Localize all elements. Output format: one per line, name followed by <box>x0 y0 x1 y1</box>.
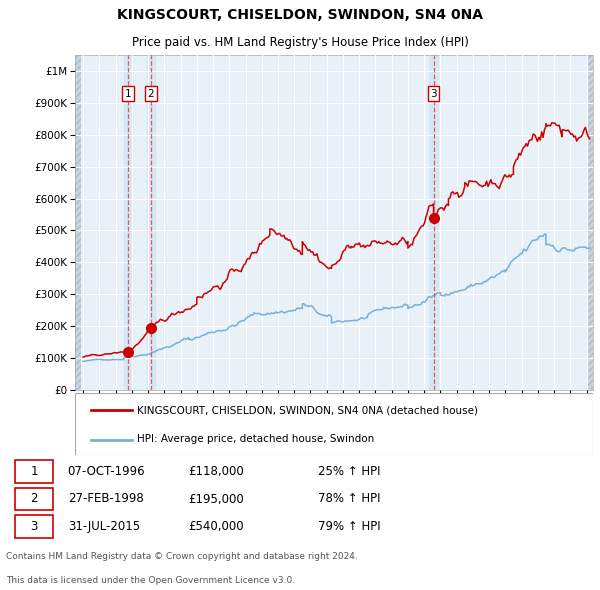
Text: 1: 1 <box>30 466 38 478</box>
Bar <box>430 55 437 390</box>
Text: 3: 3 <box>30 520 38 533</box>
FancyBboxPatch shape <box>15 514 53 537</box>
Text: HPI: Average price, detached house, Swindon: HPI: Average price, detached house, Swin… <box>137 434 374 444</box>
Text: Contains HM Land Registry data © Crown copyright and database right 2024.: Contains HM Land Registry data © Crown c… <box>6 552 358 560</box>
Text: 25% ↑ HPI: 25% ↑ HPI <box>317 466 380 478</box>
Bar <box>75 55 82 390</box>
Text: 79% ↑ HPI: 79% ↑ HPI <box>317 520 380 533</box>
Text: This data is licensed under the Open Government Licence v3.0.: This data is licensed under the Open Gov… <box>6 576 295 585</box>
Text: KINGSCOURT, CHISELDON, SWINDON, SN4 0NA (detached house): KINGSCOURT, CHISELDON, SWINDON, SN4 0NA … <box>137 405 478 415</box>
Text: 78% ↑ HPI: 78% ↑ HPI <box>317 493 380 506</box>
Text: £118,000: £118,000 <box>188 466 244 478</box>
FancyBboxPatch shape <box>15 487 53 510</box>
Text: £540,000: £540,000 <box>188 520 244 533</box>
Bar <box>124 55 132 390</box>
Text: 2: 2 <box>30 493 38 506</box>
Text: Price paid vs. HM Land Registry's House Price Index (HPI): Price paid vs. HM Land Registry's House … <box>131 36 469 49</box>
Text: 07-OCT-1996: 07-OCT-1996 <box>68 466 145 478</box>
Text: 31-JUL-2015: 31-JUL-2015 <box>68 520 140 533</box>
Bar <box>588 55 595 390</box>
Bar <box>146 55 155 390</box>
Text: 3: 3 <box>430 88 437 99</box>
FancyBboxPatch shape <box>75 393 593 455</box>
Text: 1: 1 <box>125 88 131 99</box>
Text: £195,000: £195,000 <box>188 493 244 506</box>
Text: 2: 2 <box>148 88 154 99</box>
Text: 27-FEB-1998: 27-FEB-1998 <box>68 493 143 506</box>
Text: KINGSCOURT, CHISELDON, SWINDON, SN4 0NA: KINGSCOURT, CHISELDON, SWINDON, SN4 0NA <box>117 8 483 22</box>
FancyBboxPatch shape <box>15 460 53 483</box>
